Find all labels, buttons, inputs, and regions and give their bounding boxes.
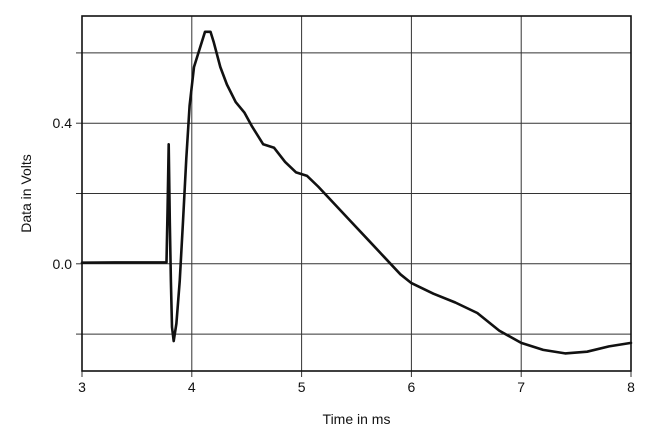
series-layer [80, 30, 633, 355]
tick-marks [76, 52, 632, 377]
y-tick-label: 0.4 [53, 115, 73, 131]
tick-labels: 3 4 5 6 7 8 0.0 0.4 [53, 115, 636, 395]
x-axis-title: Time in ms [323, 411, 391, 427]
x-tick-label: 4 [188, 379, 196, 395]
x-tick-label: 5 [298, 379, 306, 395]
y-tick-label: 0.0 [53, 256, 73, 272]
x-tick-label: 3 [78, 379, 86, 395]
plot-frame [81, 15, 632, 372]
x-tick-label: 7 [517, 379, 525, 395]
x-tick-label: 6 [408, 379, 416, 395]
y-axis-title: Data in Volts [18, 154, 34, 233]
series-line-0 [80, 30, 633, 355]
x-tick-label: 8 [627, 379, 635, 395]
